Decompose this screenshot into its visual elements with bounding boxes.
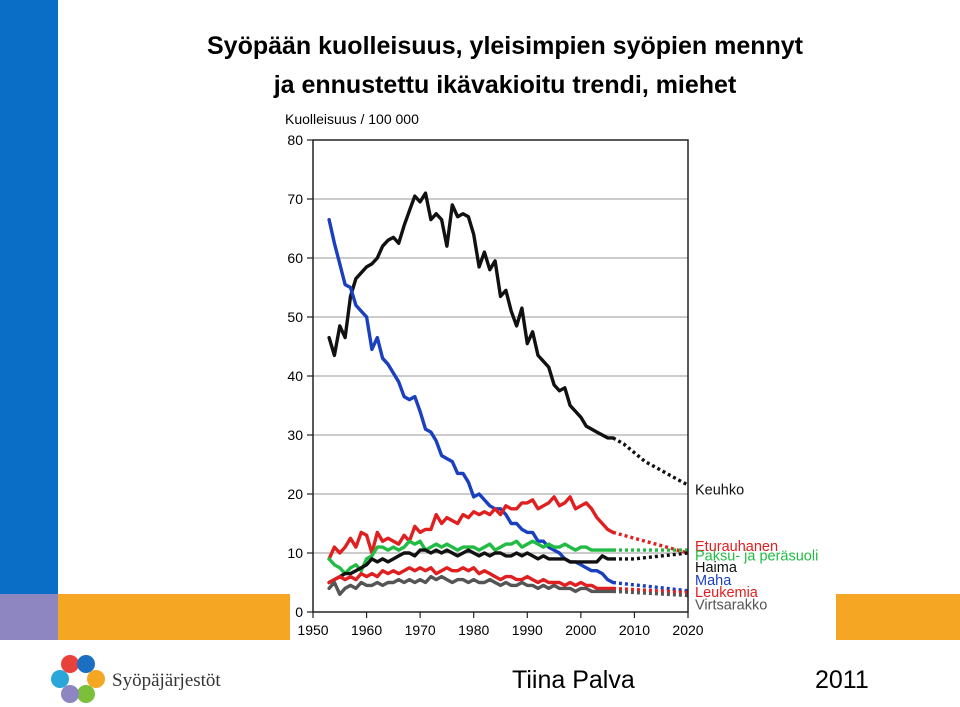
slide-title-line1: Syöpään kuolleisuus, yleisimpien syöpien…: [206, 32, 803, 60]
x-tick-label: 2000: [565, 622, 596, 638]
y-tick-label: 70: [287, 191, 303, 207]
series-line: [327, 495, 615, 561]
series-projection: [612, 580, 689, 593]
slide-year: 2011: [815, 666, 869, 694]
series-line: [327, 191, 615, 440]
y-tick-label: 30: [287, 427, 303, 443]
y-tick-label: 60: [287, 250, 303, 266]
x-tick-label: 1980: [458, 622, 489, 638]
mortality-line-chart: 0 10 20 30 40 50 60 70 80 1950 1960 1970 1980 1990 20…: [285, 111, 818, 638]
orange-band-left: [58, 594, 290, 640]
orange-band-right: [836, 594, 960, 640]
series-label: Virtsarakko: [695, 597, 767, 613]
series-line: [327, 566, 615, 591]
y-tick-label: 0: [295, 604, 303, 620]
organization-name: Syöpäjärjestöt: [112, 670, 221, 691]
left-accent-block: [0, 594, 58, 640]
series-projection: [612, 586, 689, 595]
series-label: Maha: [695, 573, 732, 589]
author-name: Tiina Palva: [512, 666, 635, 694]
series-projection: [613, 551, 689, 561]
x-axis-ticks: 1950 1960 1970 1980 1990 2000 2010 2020: [297, 612, 704, 638]
left-accent-bar: [0, 0, 58, 594]
slide-title-line2: ja ennustettu ikävakioitu trendi, miehet: [273, 71, 737, 99]
y-tick-label: 20: [287, 486, 303, 502]
y-tick-label: 80: [287, 132, 303, 148]
series-label: Paksu- ja peräsuoli: [695, 548, 818, 564]
series-projection: [612, 530, 689, 555]
y-tick-label: 10: [287, 545, 303, 561]
x-tick-label: 1970: [405, 622, 436, 638]
x-tick-label: 1990: [512, 622, 543, 638]
x-tick-label: 1960: [351, 622, 382, 638]
x-tick-label: 1950: [297, 622, 328, 638]
series-projection: [612, 436, 689, 487]
y-axis-label: Kuolleisuus / 100 000: [285, 111, 419, 127]
series-line: [327, 539, 615, 576]
series-line: [327, 548, 615, 585]
series-line: [327, 574, 615, 596]
series-label: Haima: [695, 560, 738, 576]
x-tick-label: 2010: [619, 622, 650, 638]
series-layer: [327, 191, 689, 598]
series-projection: [612, 589, 689, 598]
y-tick-label: 40: [287, 368, 303, 384]
series-label: Leukemia: [695, 585, 759, 601]
series-label: Keuhko: [695, 482, 744, 498]
y-tick-label: 50: [287, 309, 303, 325]
y-axis-ticks: 0 10 20 30 40 50 60 70 80: [287, 132, 313, 620]
x-tick-label: 2020: [672, 622, 703, 638]
series-label: Eturauhanen: [695, 539, 778, 555]
organization-logo: [51, 655, 105, 703]
